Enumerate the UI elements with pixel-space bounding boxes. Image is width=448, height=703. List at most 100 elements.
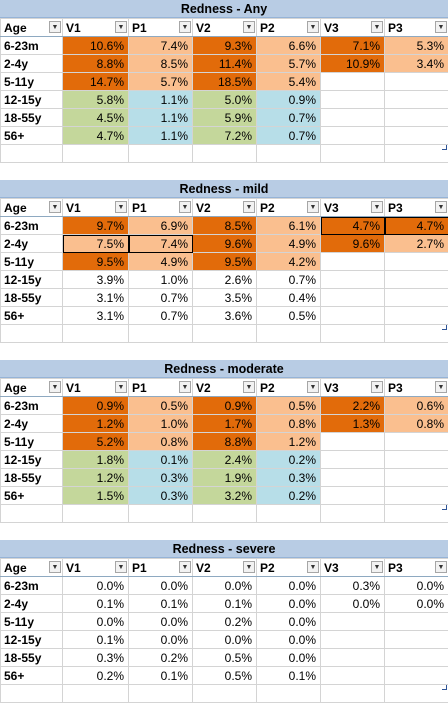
- value-cell-p1[interactable]: 0.8%: [129, 433, 193, 451]
- value-cell-p2[interactable]: 0.0%: [257, 649, 321, 667]
- age-group-cell[interactable]: 6-23m: [1, 37, 63, 55]
- value-cell-p3[interactable]: [385, 451, 448, 469]
- value-cell-v2[interactable]: 8.5%: [193, 217, 257, 235]
- value-cell-v3[interactable]: [321, 469, 385, 487]
- age-group-cell[interactable]: 6-23m: [1, 397, 63, 415]
- empty-cell[interactable]: [321, 325, 385, 343]
- value-cell-v2[interactable]: 9.6%: [193, 235, 257, 253]
- chevron-down-icon[interactable]: ▼: [115, 21, 127, 33]
- value-cell-v2[interactable]: 0.5%: [193, 649, 257, 667]
- value-cell-p2[interactable]: 0.4%: [257, 289, 321, 307]
- value-cell-p2[interactable]: 0.1%: [257, 667, 321, 685]
- age-group-cell[interactable]: 56+: [1, 487, 63, 505]
- value-cell-p3[interactable]: 4.7%: [385, 217, 448, 235]
- age-group-cell[interactable]: 2-4y: [1, 595, 63, 613]
- value-cell-p3[interactable]: 0.8%: [385, 415, 448, 433]
- value-cell-v2[interactable]: 8.8%: [193, 433, 257, 451]
- value-cell-v1[interactable]: 9.7%: [63, 217, 129, 235]
- value-cell-v3[interactable]: [321, 487, 385, 505]
- value-cell-v2[interactable]: 0.5%: [193, 667, 257, 685]
- empty-cell[interactable]: [1, 145, 63, 163]
- empty-cell[interactable]: [129, 145, 193, 163]
- value-cell-v3[interactable]: [321, 271, 385, 289]
- value-cell-v1[interactable]: 0.1%: [63, 631, 129, 649]
- value-cell-p1[interactable]: 0.1%: [129, 451, 193, 469]
- value-cell-p3[interactable]: [385, 91, 448, 109]
- chevron-down-icon[interactable]: ▼: [49, 21, 61, 33]
- value-cell-v3[interactable]: [321, 127, 385, 145]
- table-resize-handle[interactable]: [442, 325, 447, 330]
- value-cell-p1[interactable]: 0.0%: [129, 613, 193, 631]
- value-cell-v2[interactable]: 9.3%: [193, 37, 257, 55]
- value-cell-v2[interactable]: 3.5%: [193, 289, 257, 307]
- empty-cell[interactable]: [193, 685, 257, 703]
- value-cell-v3[interactable]: [321, 451, 385, 469]
- empty-cell[interactable]: [385, 685, 448, 703]
- empty-cell[interactable]: [1, 325, 63, 343]
- value-cell-p2[interactable]: 6.1%: [257, 217, 321, 235]
- value-cell-p1[interactable]: 0.5%: [129, 397, 193, 415]
- value-cell-v1[interactable]: 5.2%: [63, 433, 129, 451]
- value-cell-p3[interactable]: 3.4%: [385, 55, 448, 73]
- value-cell-p1[interactable]: 1.1%: [129, 91, 193, 109]
- age-group-cell[interactable]: 12-15y: [1, 91, 63, 109]
- chevron-down-icon[interactable]: ▼: [435, 201, 447, 213]
- value-cell-v3[interactable]: [321, 289, 385, 307]
- empty-cell[interactable]: [63, 505, 129, 523]
- value-cell-p1[interactable]: 5.7%: [129, 73, 193, 91]
- chevron-down-icon[interactable]: ▼: [49, 201, 61, 213]
- chevron-down-icon[interactable]: ▼: [243, 381, 255, 393]
- table-resize-handle[interactable]: [442, 505, 447, 510]
- chevron-down-icon[interactable]: ▼: [307, 21, 319, 33]
- value-cell-v1[interactable]: 9.5%: [63, 253, 129, 271]
- empty-cell[interactable]: [257, 505, 321, 523]
- value-cell-v3[interactable]: 0.0%: [321, 595, 385, 613]
- value-cell-p2[interactable]: 0.0%: [257, 595, 321, 613]
- value-cell-p3[interactable]: [385, 613, 448, 631]
- value-cell-p3[interactable]: [385, 127, 448, 145]
- empty-cell[interactable]: [193, 505, 257, 523]
- value-cell-p2[interactable]: 0.7%: [257, 109, 321, 127]
- value-cell-v3[interactable]: [321, 109, 385, 127]
- value-cell-v3[interactable]: [321, 433, 385, 451]
- value-cell-p1[interactable]: 0.0%: [129, 577, 193, 595]
- value-cell-p2[interactable]: 0.0%: [257, 577, 321, 595]
- value-cell-v2[interactable]: 3.2%: [193, 487, 257, 505]
- empty-cell[interactable]: [63, 685, 129, 703]
- value-cell-p2[interactable]: 5.4%: [257, 73, 321, 91]
- value-cell-p1[interactable]: 6.9%: [129, 217, 193, 235]
- value-cell-v3[interactable]: 7.1%: [321, 37, 385, 55]
- value-cell-v1[interactable]: 7.5%: [63, 235, 129, 253]
- value-cell-v1[interactable]: 8.8%: [63, 55, 129, 73]
- value-cell-v3[interactable]: [321, 253, 385, 271]
- empty-cell[interactable]: [193, 325, 257, 343]
- value-cell-p3[interactable]: 0.0%: [385, 595, 448, 613]
- value-cell-v1[interactable]: 0.3%: [63, 649, 129, 667]
- age-group-cell[interactable]: 5-11y: [1, 73, 63, 91]
- value-cell-p2[interactable]: 0.0%: [257, 631, 321, 649]
- empty-cell[interactable]: [1, 685, 63, 703]
- value-cell-p2[interactable]: 0.0%: [257, 613, 321, 631]
- value-cell-p3[interactable]: 5.3%: [385, 37, 448, 55]
- value-cell-p3[interactable]: [385, 667, 448, 685]
- value-cell-v3[interactable]: 9.6%: [321, 235, 385, 253]
- value-cell-v2[interactable]: 1.7%: [193, 415, 257, 433]
- value-cell-v2[interactable]: 5.0%: [193, 91, 257, 109]
- chevron-down-icon[interactable]: ▼: [179, 561, 191, 573]
- value-cell-p1[interactable]: 4.9%: [129, 253, 193, 271]
- chevron-down-icon[interactable]: ▼: [435, 21, 447, 33]
- value-cell-v1[interactable]: 3.9%: [63, 271, 129, 289]
- age-group-cell[interactable]: 12-15y: [1, 451, 63, 469]
- empty-cell[interactable]: [193, 145, 257, 163]
- value-cell-v2[interactable]: 18.5%: [193, 73, 257, 91]
- age-group-cell[interactable]: 6-23m: [1, 217, 63, 235]
- value-cell-p3[interactable]: [385, 109, 448, 127]
- value-cell-v1[interactable]: 0.0%: [63, 613, 129, 631]
- value-cell-p2[interactable]: 4.2%: [257, 253, 321, 271]
- age-group-cell[interactable]: 56+: [1, 127, 63, 145]
- value-cell-p1[interactable]: 0.1%: [129, 595, 193, 613]
- age-group-cell[interactable]: 18-55y: [1, 289, 63, 307]
- chevron-down-icon[interactable]: ▼: [115, 201, 127, 213]
- empty-cell[interactable]: [321, 685, 385, 703]
- value-cell-v1[interactable]: 14.7%: [63, 73, 129, 91]
